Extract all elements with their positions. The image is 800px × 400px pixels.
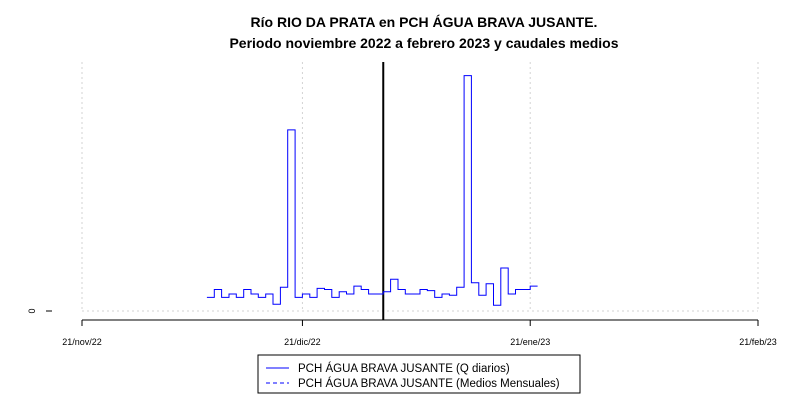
x-tick-label: 21/nov/22: [62, 337, 102, 347]
y-tick-label: 0: [27, 308, 37, 313]
x-axis: 21/nov/22 21/dic/22 21/ene/23 21/feb/23: [62, 319, 777, 347]
chart-subtitle: Periodo noviembre 2022 a febrero 2023 y …: [229, 35, 618, 51]
x-tick-label: 21/feb/23: [739, 337, 777, 347]
legend: PCH ÁGUA BRAVA JUSANTE (Q diarios) PCH Á…: [257, 354, 581, 394]
x-tick-label: 21/dic/22: [284, 337, 321, 347]
series-layer: [206, 75, 538, 306]
x-tick-label: 21/ene/23: [510, 337, 550, 347]
series-line-0: [206, 75, 538, 306]
grid-lines: [81, 62, 759, 320]
y-axis: 0: [27, 308, 52, 314]
legend-label-daily: PCH ÁGUA BRAVA JUSANTE (Q diarios): [298, 362, 510, 375]
chart-title: Río RIO DA PRATA en PCH ÁGUA BRAVA JUSAN…: [251, 14, 598, 30]
legend-box: [257, 354, 581, 394]
legend-label-monthly: PCH ÁGUA BRAVA JUSANTE (Medios Mensuales…: [298, 377, 560, 390]
